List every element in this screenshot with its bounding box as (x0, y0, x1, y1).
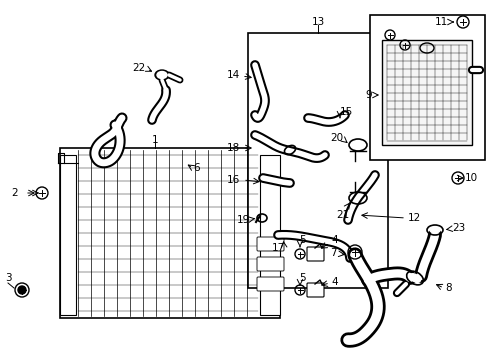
Text: 21: 21 (336, 210, 350, 220)
Text: 13: 13 (311, 17, 325, 27)
Ellipse shape (430, 227, 440, 233)
FancyBboxPatch shape (307, 247, 324, 261)
FancyBboxPatch shape (257, 237, 284, 251)
Ellipse shape (155, 70, 169, 80)
FancyBboxPatch shape (257, 277, 284, 291)
Text: 23: 23 (452, 223, 465, 233)
Text: 15: 15 (340, 107, 353, 117)
Bar (370, 15, 485, 160)
Text: 16: 16 (227, 175, 240, 185)
Text: 1: 1 (152, 135, 158, 145)
Text: 4: 4 (332, 235, 338, 245)
Ellipse shape (157, 72, 167, 78)
Text: 9: 9 (366, 90, 372, 100)
Bar (382, 40, 472, 145)
FancyBboxPatch shape (307, 283, 324, 297)
Text: 4: 4 (332, 277, 338, 287)
Text: 2: 2 (11, 188, 18, 198)
Text: 14: 14 (227, 70, 240, 80)
FancyBboxPatch shape (257, 257, 284, 271)
Text: 18: 18 (227, 143, 240, 153)
Text: 20: 20 (330, 133, 343, 143)
Text: 5: 5 (299, 273, 305, 283)
Text: 7: 7 (330, 248, 337, 258)
Bar (260, 155, 280, 315)
Text: 19: 19 (237, 215, 250, 225)
Text: 17: 17 (272, 243, 285, 253)
Text: 3: 3 (5, 273, 11, 283)
Ellipse shape (410, 274, 420, 282)
Bar (60, 148, 280, 318)
Text: 11: 11 (435, 17, 448, 27)
Text: 5: 5 (299, 235, 305, 245)
Bar (60, 155, 76, 315)
Circle shape (18, 286, 26, 294)
Text: 6: 6 (193, 163, 199, 173)
Bar (248, 33, 388, 288)
Text: 8: 8 (445, 283, 452, 293)
Text: 12: 12 (408, 213, 421, 223)
Text: 22: 22 (132, 63, 145, 73)
Text: 10: 10 (465, 173, 478, 183)
